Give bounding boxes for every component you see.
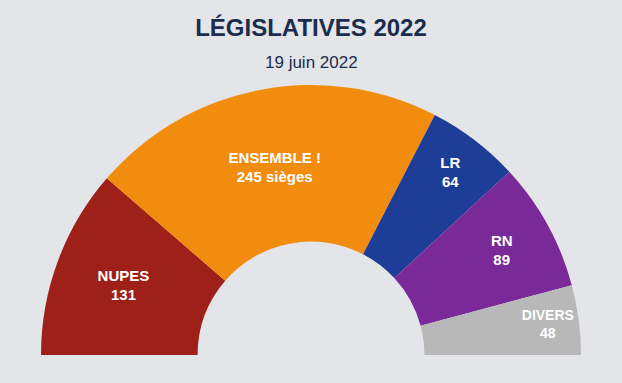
- svg-text:19 juin 2022: 19 juin 2022: [265, 53, 358, 72]
- svg-text:LR64: LR64: [440, 154, 460, 191]
- svg-text:RN89: RN89: [491, 232, 513, 268]
- svg-text:LÉGISLATIVES 2022: LÉGISLATIVES 2022: [195, 14, 427, 41]
- svg-text:NUPES131: NUPES131: [98, 267, 150, 304]
- svg-text:ENSEMBLE !245 sièges: ENSEMBLE !245 sièges: [228, 149, 321, 186]
- svg-text:DIVERS48: DIVERS48: [522, 307, 574, 341]
